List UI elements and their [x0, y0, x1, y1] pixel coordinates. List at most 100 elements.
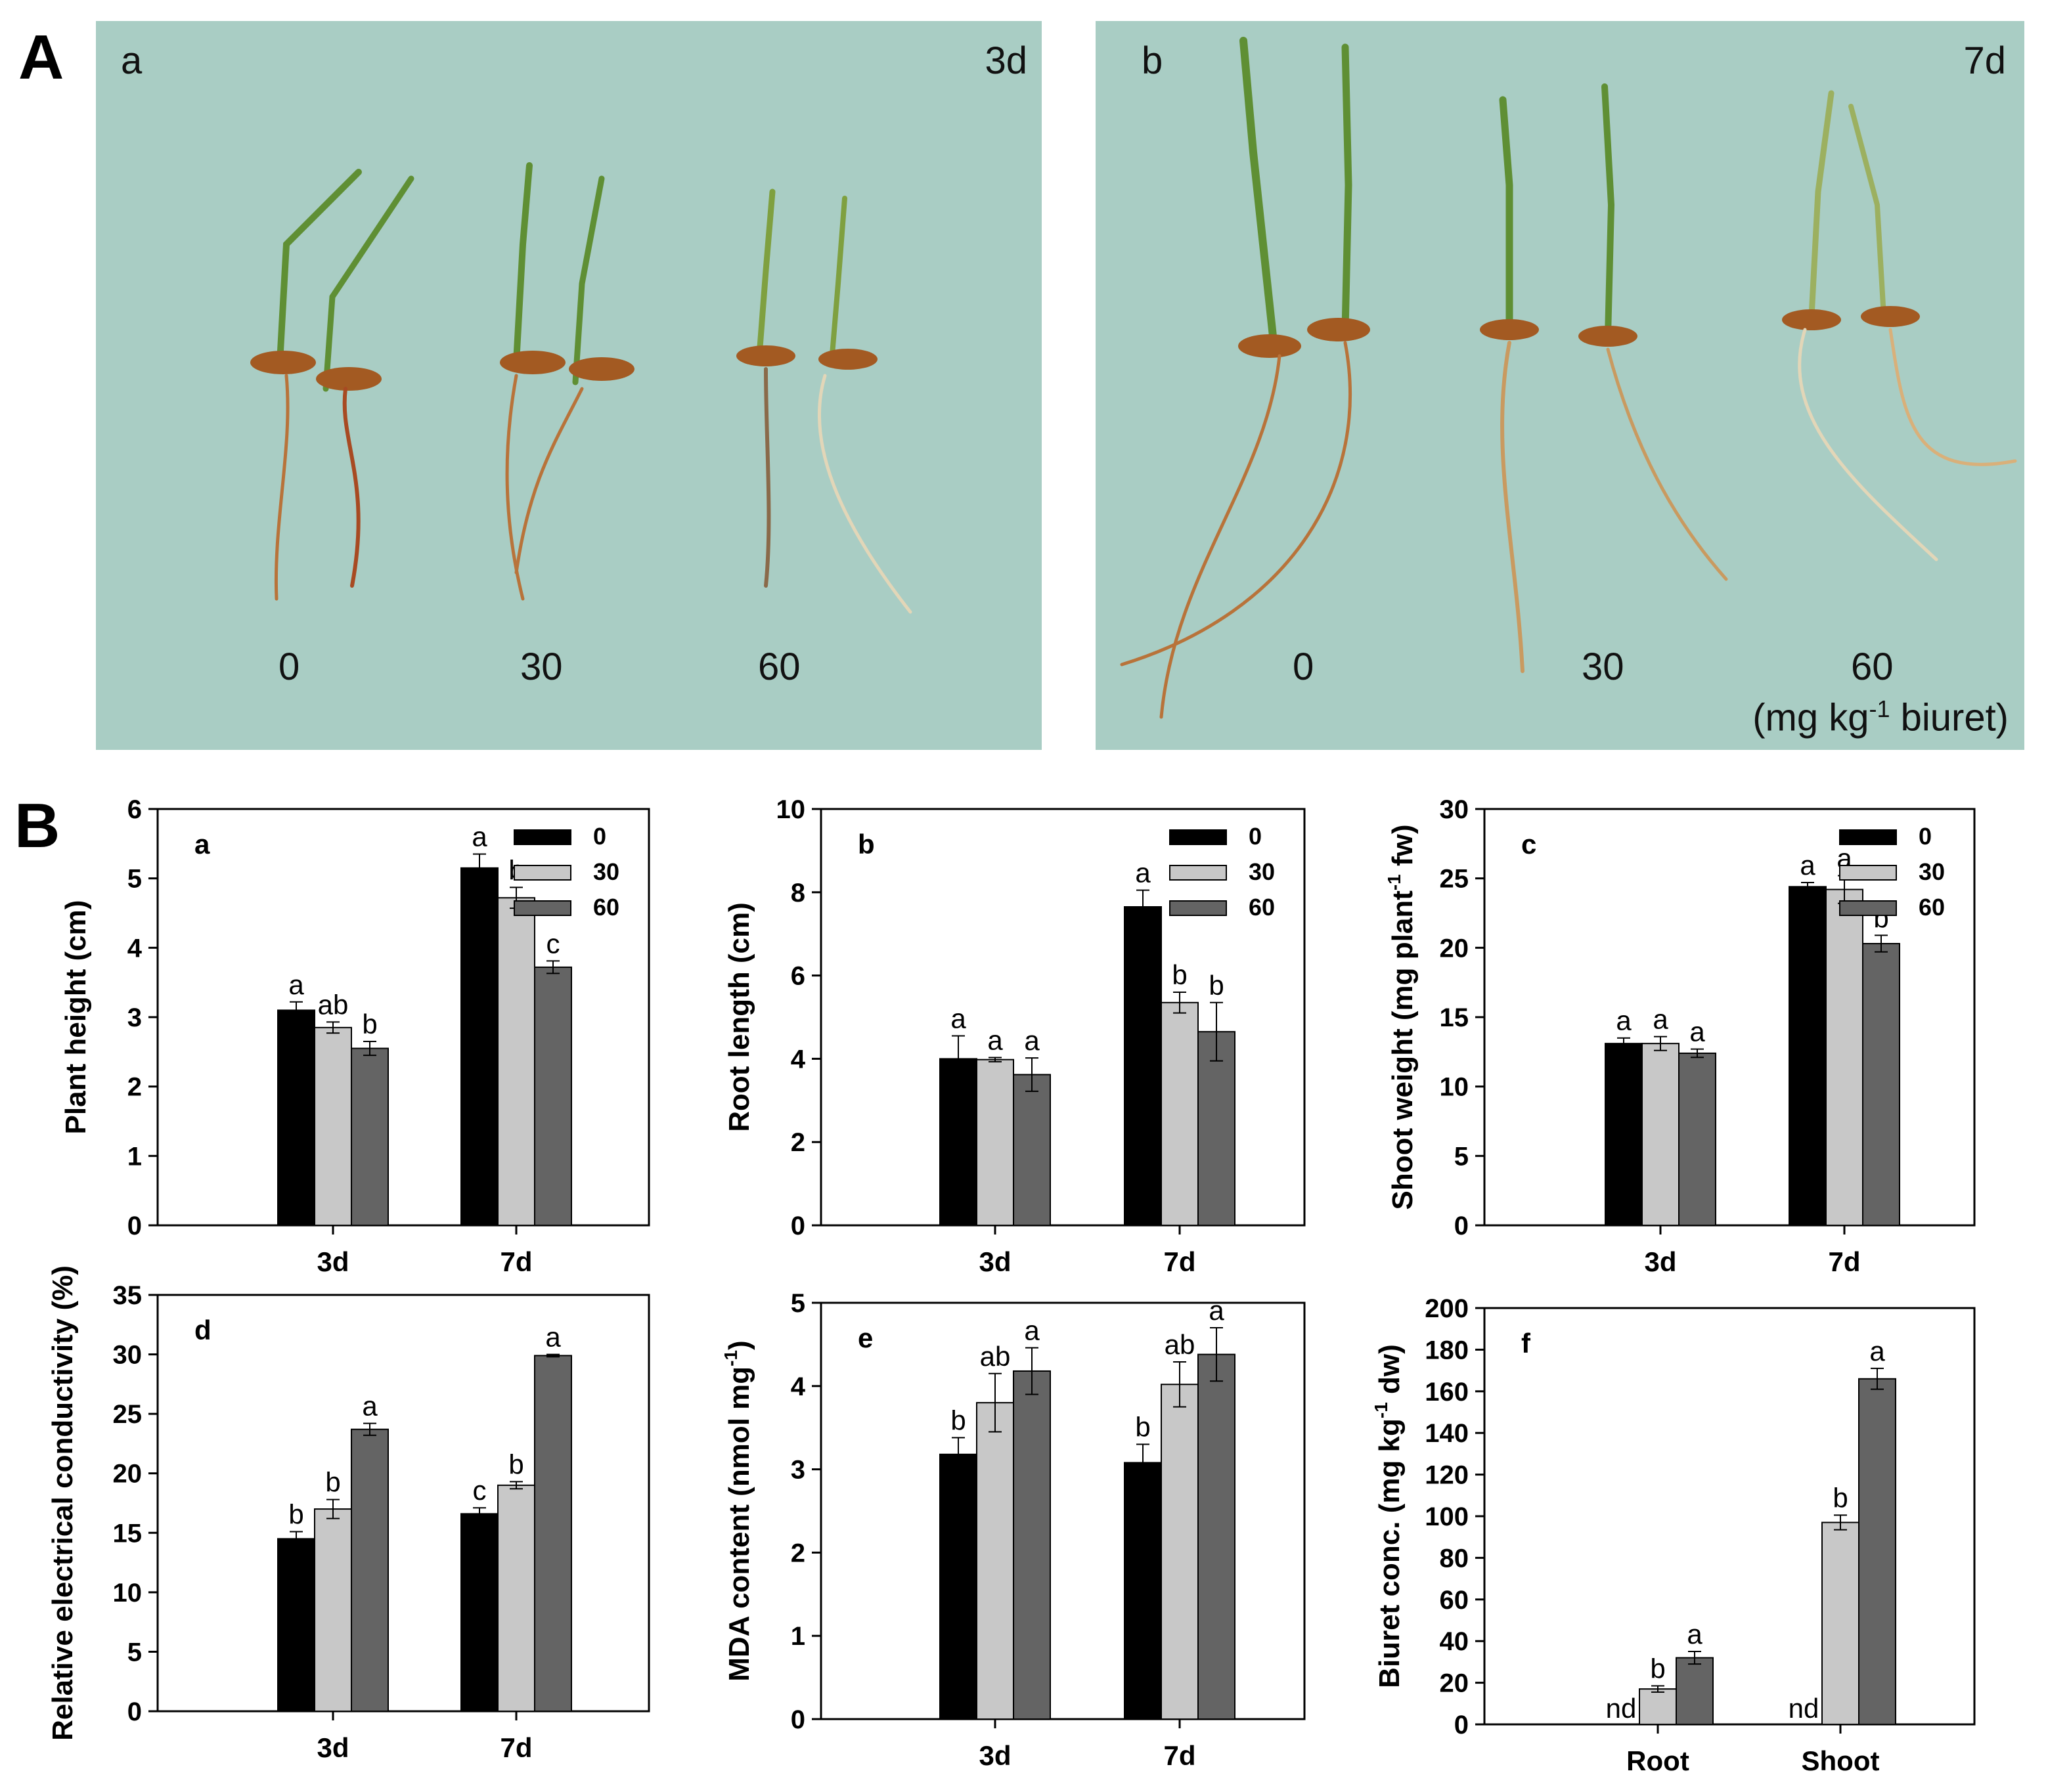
chart-f-ylabel-sup: -1 [1371, 1402, 1391, 1418]
chart-b-xtick-label: 7d [1163, 1246, 1195, 1277]
chart-a-sig-letter: a [288, 969, 304, 1000]
chart-a-ylabel: Plant height (cm) [60, 900, 92, 1135]
photo-b-dose-60: 60 [1851, 645, 1894, 688]
chart-e-bar-60-3d [1013, 1370, 1051, 1720]
chart-c-ytick-label: 25 [1440, 865, 1469, 894]
panel-a-letter: A [18, 22, 64, 93]
chart-b-xtick-label: 3d [979, 1246, 1011, 1277]
chart-e-ylabel: MDA content (nmol mg-1) [721, 1340, 755, 1681]
chart-d-sig-letter: a [362, 1391, 378, 1422]
chart-e-sig-letter: b [1135, 1412, 1150, 1443]
chart-b-bar-60-7d [1197, 1031, 1235, 1226]
chart-f-ylabel: Biuret conc. (mg kg-1 dw) [1371, 1344, 1406, 1688]
chart-c-panel-label: c [1521, 829, 1536, 860]
seedling-photo-7d-image [1096, 21, 2024, 750]
chart-f-ytick-label: 160 [1425, 1378, 1469, 1407]
chart-a-frame [156, 808, 650, 1227]
chart-d-xtick-label: 3d [317, 1732, 349, 1763]
chart-b-sig-letter: a [1024, 1025, 1040, 1056]
chart-e-ytick-label: 3 [791, 1456, 805, 1485]
photo-a-day: 3d [985, 39, 1027, 82]
chart-d-ytick-label: 15 [113, 1519, 143, 1548]
chart-b-legend-swatch-60 [1169, 900, 1227, 916]
chart-c-ytick-label: 5 [1454, 1142, 1469, 1171]
chart-a-legend-label-60: 60 [593, 894, 619, 921]
chart-b-sig-letter: b [1209, 970, 1224, 1001]
chart-c-ytick-label: 10 [1440, 1073, 1469, 1102]
chart-f-ytick-label: 40 [1440, 1627, 1469, 1656]
chart-b-bar-0-3d [939, 1058, 977, 1227]
chart-b-legend-label-60: 60 [1249, 894, 1275, 921]
chart-c-legend-swatch-30 [1839, 865, 1897, 881]
chart-e-ytick-label: 2 [791, 1539, 805, 1567]
chart-e-bar-0-3d [939, 1453, 977, 1720]
chart-c-sig-letter: a [1653, 1004, 1668, 1035]
chart-e-sig-letter: ab [1165, 1329, 1195, 1360]
chart-c-bar-0-7d [1789, 886, 1827, 1226]
chart-e-ylabel-sup: -1 [721, 1350, 741, 1366]
photo-b-day: 7d [1963, 39, 2006, 82]
chart-c-sig-letter: a [1689, 1016, 1705, 1047]
chart-c-legend-label-30: 30 [1919, 858, 1945, 885]
chart-e-xtick-label: 3d [979, 1740, 1011, 1771]
chart-e-ytick-label: 4 [791, 1372, 806, 1401]
chart-a-legend-swatch-0 [514, 829, 571, 845]
chart-f-ylabel-suffix: dw) [1373, 1344, 1406, 1402]
chart-d-sig-letter: b [325, 1467, 340, 1498]
chart-d-ytick-label: 25 [113, 1400, 143, 1429]
chart-d-ytick-label: 30 [113, 1341, 143, 1370]
chart-d-ytick-label: 20 [113, 1460, 143, 1489]
chart-b-legend-swatch-30 [1169, 865, 1227, 881]
chart-d-ytick-label: 35 [113, 1281, 143, 1310]
photo-b-dose-0: 0 [1293, 645, 1314, 688]
chart-d-sig-letter: b [288, 1498, 303, 1529]
chart-d-ytick-label: 5 [127, 1638, 142, 1667]
chart-f-sig-letter: b [1833, 1482, 1848, 1513]
chart-b-legend-swatch-0 [1169, 829, 1227, 845]
chart-c-xtick-label: 3d [1644, 1246, 1676, 1277]
chart-d-bar-60-3d [351, 1428, 389, 1712]
photo-b-unit: (mg kg-1 biuret) [1752, 697, 2009, 737]
chart-a-ytick-label: 4 [127, 934, 143, 963]
chart-b-panel-label: b [858, 829, 875, 860]
chart-f-xtick-label: Root [1626, 1745, 1689, 1776]
chart-e-bar-30-7d [1161, 1384, 1199, 1720]
chart-c-legend-label-60: 60 [1919, 894, 1945, 921]
chart-e-ytick-label: 1 [791, 1622, 805, 1651]
chart-b-sig-letter: b [1172, 959, 1187, 990]
chart-f-ytick-label: 60 [1440, 1586, 1469, 1615]
chart-a-sig-letter: b [362, 1009, 377, 1039]
chart-a-legend-label-0: 0 [593, 823, 606, 850]
chart-a-bar-30-7d [497, 897, 535, 1226]
chart-b-ytick-label: 4 [791, 1045, 806, 1074]
seedling-photo-3d: a 3d 0 30 60 [96, 21, 1042, 750]
seedling-60-3d [736, 188, 912, 614]
chart-f-ytick-label: 120 [1425, 1461, 1469, 1490]
chart-f-bar-60-Shoot [1858, 1378, 1896, 1725]
chart-b-ylabel: Root length (cm) [723, 902, 755, 1132]
chart-f-ytick-label: 100 [1425, 1502, 1469, 1531]
chart-e-sig-letter: b [950, 1405, 966, 1435]
chart-d-ytick-label: 0 [127, 1697, 142, 1726]
photo-a-dose-0: 0 [278, 645, 300, 688]
chart-c-xtick-label: 7d [1828, 1246, 1860, 1277]
chart-f-ytick-label: 140 [1425, 1419, 1469, 1448]
chart-c-ylabel: Shoot weight (mg plant-1 fw) [1384, 824, 1419, 1210]
chart-b-legend-label-30: 30 [1249, 858, 1275, 885]
photo-b-unit-suffix: biuret) [1890, 696, 2009, 739]
chart-a-sig-letter: c [546, 928, 560, 959]
chart-d-frame [156, 1294, 650, 1713]
chart-f-sig-letter: nd [1606, 1693, 1637, 1724]
chart-f-sig-letter: a [1687, 1619, 1702, 1650]
chart-d-bar-60-7d [534, 1355, 572, 1712]
chart-b-sig-letter: a [987, 1024, 1003, 1055]
chart-e-bar-30-3d [976, 1402, 1014, 1720]
chart-c-sig-letter: a [1836, 842, 1852, 873]
chart-a-xtick-label: 7d [500, 1246, 532, 1277]
chart-d-ylabel: Relative electrical conductivity (%) [47, 1265, 79, 1741]
chart-b-ytick-label: 8 [791, 879, 805, 907]
photo-a-dose-60: 60 [758, 645, 801, 688]
chart-c-ylabel-prefix: Shoot weight (mg plant [1387, 890, 1419, 1210]
chart-a-sig-letter: ab [318, 989, 349, 1020]
chart-e-frame [820, 1301, 1306, 1720]
